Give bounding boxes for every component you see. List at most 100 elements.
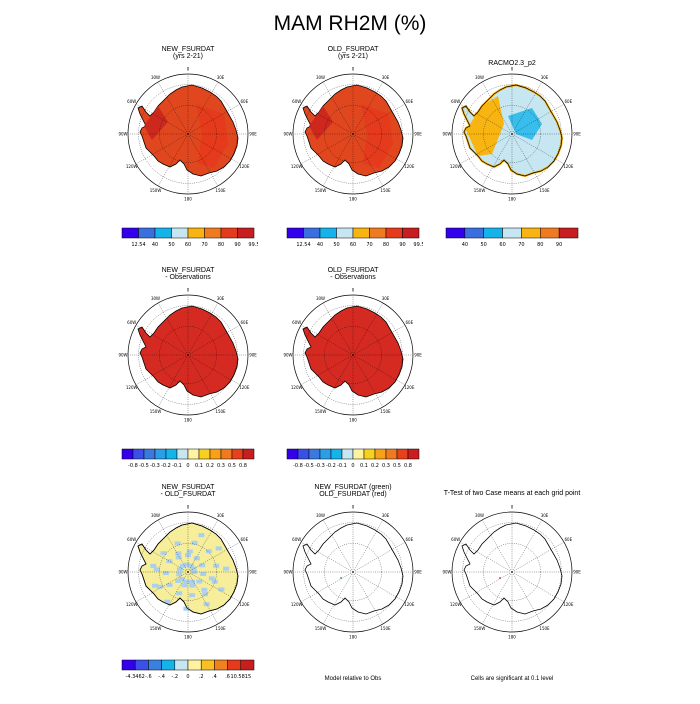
longitude-label: 120W — [126, 164, 138, 169]
difference-cell — [189, 583, 196, 588]
colorbar-label: 0.3 — [217, 463, 225, 469]
map-group: 0 30E 60E 90E 120E 150E 180 150W 120W 90W 60W 30W — [283, 505, 422, 640]
colorbar-label: 60 — [350, 242, 356, 248]
longitude-label: 120W — [291, 164, 303, 169]
high-value-patch — [361, 104, 393, 168]
difference-cell — [208, 576, 215, 581]
longitude-label: 150E — [539, 188, 550, 193]
colorbar-label: 50 — [333, 242, 339, 248]
panel-3: RACMO2.3_p2 0 30E 60E 90E 120E 150E 180 150W 120… — [442, 46, 582, 266]
colorbar-swatch — [341, 448, 354, 460]
colorbar-swatch — [407, 448, 420, 460]
difference-cell — [191, 570, 197, 574]
map-group: 0 30E 60E 90E 120E 150E 180 150W 120W 90W 60W 30W — [283, 288, 422, 423]
longitude-label: 120W — [291, 385, 303, 390]
meridian-line — [481, 519, 513, 573]
longitude-label: 90W — [283, 132, 292, 137]
difference-cell — [223, 566, 230, 571]
longitude-label: 150W — [150, 626, 162, 631]
longitude-label: 150W — [315, 409, 327, 414]
colorbar-swatch — [204, 227, 222, 239]
longitude-label: 120W — [291, 602, 303, 607]
difference-cell — [175, 555, 182, 560]
colorbar-label: -0.5 — [304, 463, 314, 469]
longitude-label: 180 — [184, 635, 192, 640]
colorbar-swatch — [132, 448, 145, 460]
colorbar-swatch — [187, 227, 205, 239]
difference-cell — [156, 584, 163, 589]
map-group: 0 30E 60E 90E 120E 150E 180 150W 120W 90W 60W 30W — [442, 67, 581, 202]
panel-4: NEW_FSURDAT - Observations 0 30E 60E 90E 120… — [118, 267, 258, 487]
colorbar-swatch — [483, 227, 503, 239]
longitude-label: 60W — [292, 99, 301, 104]
longitude-label: 60E — [240, 320, 248, 325]
difference-cell — [176, 591, 183, 596]
coastline — [461, 522, 563, 615]
colorbar-swatch — [385, 448, 398, 460]
polar-map: 0 30E 60E 90E 120E 150E 180 150W 120W 90W 60W 30W — [118, 67, 257, 202]
colorbar-label: 0.5 — [228, 463, 236, 469]
panel-title: NEW_FSURDAT - OLD_FSURDAT — [118, 484, 258, 498]
colorbar-label: 40 — [317, 242, 323, 248]
longitude-label: 90E — [249, 570, 257, 575]
continent-fill — [137, 305, 239, 398]
colorbar-label: 10.5815 — [230, 674, 251, 680]
coastline — [137, 522, 239, 615]
colorbar-label: -0.2 — [161, 463, 171, 469]
colorbar-swatch — [121, 659, 136, 671]
map-group: 0 30E 60E 90E 120E 150E 180 150W 120W 90W 60W 30W — [442, 505, 581, 640]
colorbar-swatch — [187, 448, 200, 460]
longitude-label: 0 — [352, 505, 355, 510]
colorbar-label: -0.8 — [293, 463, 303, 469]
longitude-label: 90W — [118, 570, 127, 575]
longitude-label: 90E — [414, 570, 422, 575]
longitude-label: 150W — [315, 626, 327, 631]
meridian-line — [511, 571, 565, 603]
longitude-label: 90W — [442, 132, 451, 137]
panel-8: T-Test of two Case means at each grid po… — [442, 484, 582, 704]
difference-cell — [201, 587, 208, 592]
colorbar-label: 70 — [201, 242, 207, 248]
colorbar-swatch — [171, 227, 189, 239]
map-group: 0 30E 60E 90E 120E 150E 180 150W 120W 90W 60W 30W — [118, 67, 257, 202]
difference-cell — [199, 563, 206, 568]
panel-title: NEW_FSURDAT (yrs 2-21) — [118, 46, 258, 60]
difference-cell — [150, 563, 157, 568]
panel-title-line1: NEW_FSURDAT (green) — [314, 484, 392, 491]
west-antarctica-patch — [466, 96, 504, 156]
longitude-label: 180 — [349, 635, 357, 640]
difference-cell — [179, 563, 186, 568]
colorbar-swatch — [330, 448, 343, 460]
difference-cell — [176, 567, 183, 572]
difference-cell — [190, 566, 197, 571]
difference-cell — [215, 546, 222, 551]
polar-map: 0 30E 60E 90E 120E 150E 180 150W 120W 90W 60W 30W — [283, 288, 422, 423]
colorbar-swatch — [319, 227, 337, 239]
panel-title-line1: OLD_FSURDAT — [327, 267, 379, 274]
meridian-line — [481, 571, 513, 625]
meridian-line — [352, 519, 384, 573]
longitude-label: 180 — [508, 635, 516, 640]
colorbar-swatch — [198, 448, 211, 460]
colorbar-swatch — [187, 659, 202, 671]
colorbar-swatch — [138, 227, 156, 239]
colorbar-label: -0.1 — [172, 463, 182, 469]
colorbar: 12.54 40 50 60 70 80 90 99.5 — [121, 227, 258, 248]
difference-cell — [176, 572, 183, 577]
colorbar-swatch — [161, 659, 176, 671]
longitude-label: 90E — [573, 570, 581, 575]
longitude-label: 30W — [151, 296, 160, 301]
colorbar-swatch — [402, 227, 420, 239]
colorbar-swatch — [319, 448, 332, 460]
panel-title: NEW_FSURDAT - Observations — [118, 267, 258, 281]
longitude-label: 120E — [563, 164, 574, 169]
panel-5: OLD_FSURDAT - Observations 0 30E 60E 90E 120… — [283, 267, 423, 487]
difference-cell — [200, 572, 207, 576]
colorbar-swatch — [214, 659, 228, 671]
difference-cell — [189, 579, 195, 584]
longitude-label: 0 — [352, 67, 355, 72]
longitude-label: 120E — [239, 602, 250, 607]
colorbar-label: 0.2 — [371, 463, 379, 469]
longitude-label: 30W — [316, 75, 325, 80]
colorbar-swatch — [165, 448, 178, 460]
